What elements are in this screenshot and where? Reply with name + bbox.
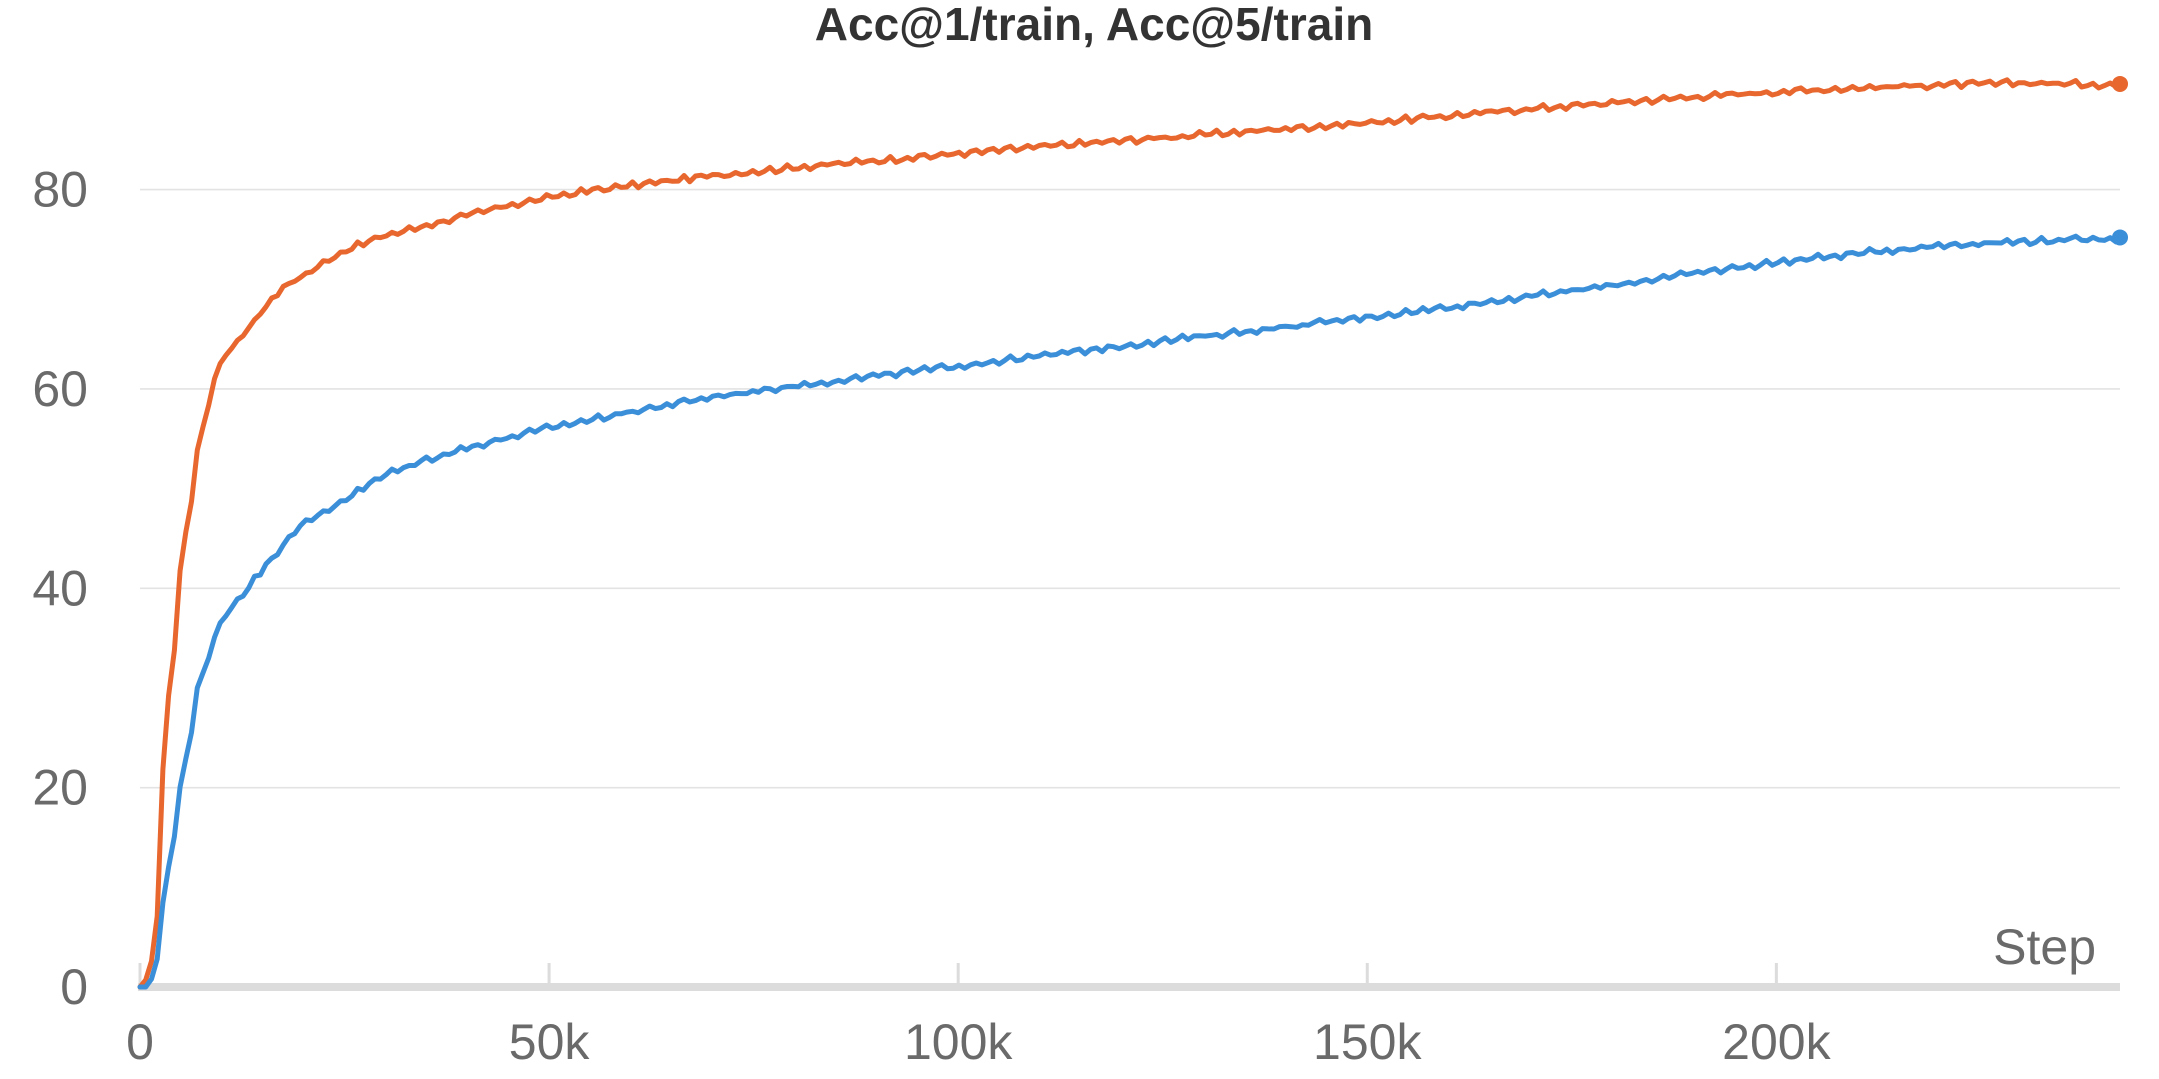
x-axis-label: Step [1993,919,2096,975]
x-tick-label: 0 [126,1014,154,1070]
series-end-point-2 [2112,229,2128,246]
x-axis: 0 50k 100k 150k 200k [126,963,2120,1070]
y-tick-label: 80 [32,162,88,218]
series-group [137,75,2128,990]
y-tick-label: 0 [60,959,88,1015]
series-end-point-1 [2112,75,2128,92]
chart-title: Acc@1/train, Acc@5/train [815,0,1373,50]
x-tick-label: 150k [1313,1014,1422,1070]
x-tick-label: 200k [1722,1014,1831,1070]
y-tick-label: 40 [32,560,88,616]
series-line-2 [137,233,2123,990]
grid [140,188,2120,789]
y-tick-label: 60 [32,361,88,417]
y-tick-label: 20 [32,760,88,816]
x-tick-label: 50k [509,1014,591,1070]
series-line-1 [137,77,2123,990]
y-axis-ticks: 0 20 40 60 80 [32,162,88,1015]
x-tick-label: 100k [904,1014,1013,1070]
